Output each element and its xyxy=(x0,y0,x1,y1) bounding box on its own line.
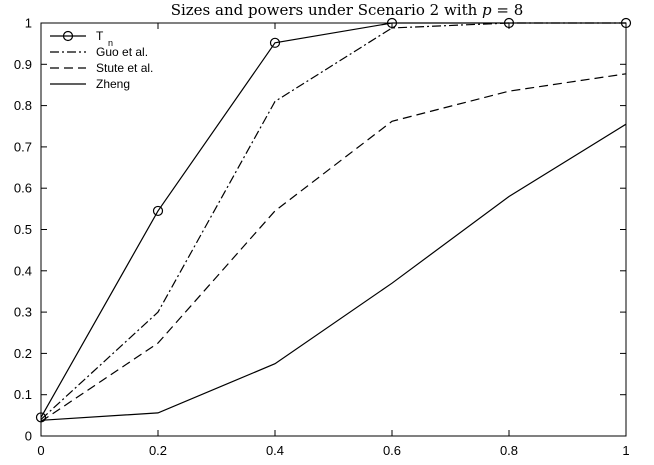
y-tick-label: 0.1 xyxy=(14,387,32,402)
y-tick-label: 0.9 xyxy=(14,57,32,72)
legend-label: Stute et al. xyxy=(96,61,153,75)
legend-label: T xyxy=(96,29,104,43)
series-line-zheng xyxy=(40,123,627,421)
series-zheng xyxy=(40,123,627,421)
x-tick-label: 0.4 xyxy=(266,443,284,458)
data-point-marker xyxy=(152,205,164,217)
y-tick-label: 0.3 xyxy=(14,305,32,320)
y-tick-label: 0 xyxy=(25,429,32,444)
y-tick-label: 0.6 xyxy=(14,181,32,196)
data-point-marker xyxy=(386,17,398,29)
y-tick-label: 1 xyxy=(25,16,32,31)
series-guo-et-al xyxy=(40,22,626,420)
chart-title: Sizes and powers under Scenario 2 with p… xyxy=(171,1,524,19)
y-tick-label: 0.8 xyxy=(14,98,32,113)
legend-label: Zheng xyxy=(96,77,130,91)
x-tick-label: 0.8 xyxy=(500,443,518,458)
series-line-t xyxy=(40,22,626,418)
title-prefix: Sizes and powers under Scenario 2 with xyxy=(171,1,482,19)
x-tick-label: 0.6 xyxy=(383,443,401,458)
x-axis: 0 0.2 0.4 0.6 0.8 1 xyxy=(37,23,630,458)
series-line-guo-et-al xyxy=(40,22,626,420)
x-tick-label: 0 xyxy=(37,443,44,458)
title-suffix: = 8 xyxy=(492,1,524,19)
series-line-stute-et-al xyxy=(40,73,627,423)
y-axis: 0 0.1 0.2 0.3 0.4 0.5 0.6 0.7 0.8 0.9 1 xyxy=(14,16,626,444)
y-tick-label: 0.5 xyxy=(14,222,32,237)
legend-label: Guo et al. xyxy=(96,45,148,59)
legend-marker xyxy=(62,30,74,42)
x-tick-label: 0.2 xyxy=(149,443,167,458)
y-tick-label: 0.7 xyxy=(14,139,32,154)
series-stute-et-al xyxy=(40,73,627,423)
series-layer xyxy=(35,17,632,423)
x-tick-label: 1 xyxy=(622,443,629,458)
legend-subscript: n xyxy=(108,38,113,48)
title-variable: p xyxy=(482,1,492,19)
y-tick-label: 0.4 xyxy=(14,263,32,278)
data-point-marker xyxy=(35,412,47,423)
data-point-marker xyxy=(269,37,281,48)
y-tick-label: 0.2 xyxy=(14,346,32,361)
